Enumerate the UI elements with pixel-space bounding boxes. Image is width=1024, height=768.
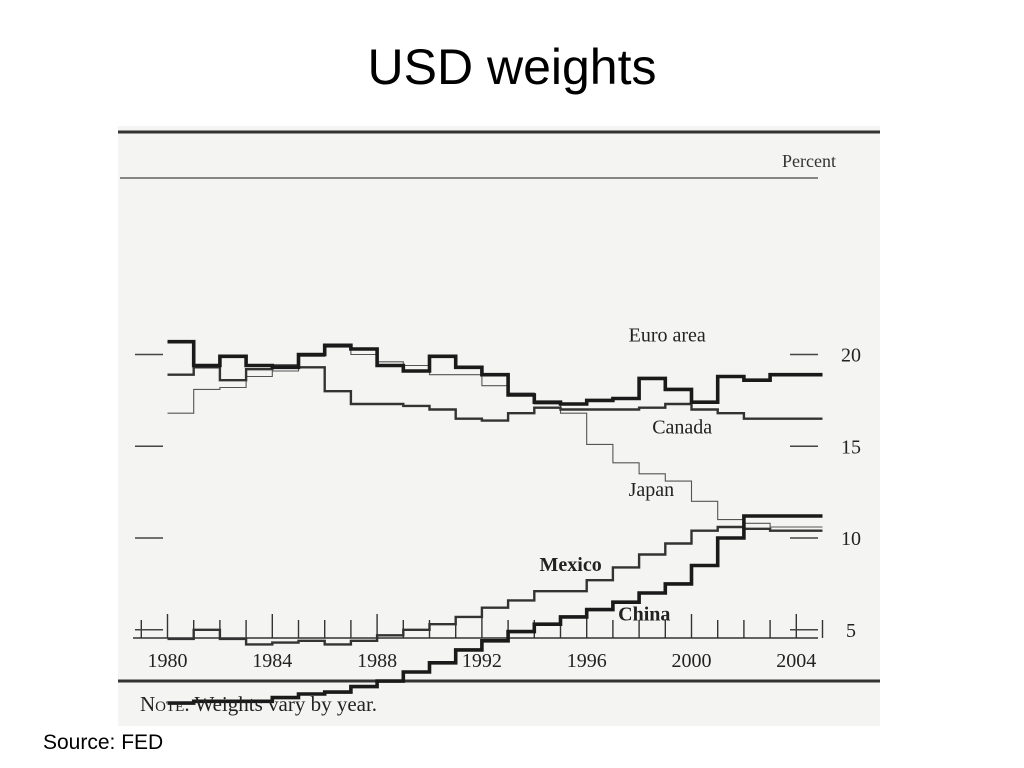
series-line-japan [167, 346, 823, 528]
series-label: Euro area [629, 325, 706, 347]
series-label: China [618, 604, 670, 626]
series-layer [167, 339, 823, 705]
series-label: Mexico [540, 554, 602, 576]
y-tick-label: 15 [841, 436, 861, 458]
x-tick-label: 1992 [462, 650, 502, 672]
source-caption: Source: FED [43, 731, 164, 754]
series-line-china [167, 514, 823, 705]
x-tick-label: 1984 [252, 650, 292, 672]
x-tick-label: 2000 [672, 650, 712, 672]
x-tick-label: 2004 [776, 650, 816, 672]
chart-figure: Percent 1980 1984 1988 1992 1996 2000 2004 5 10 1… [118, 126, 880, 726]
chart-svg: Percent 1980 1984 1988 1992 1996 2000 20045101… [118, 130, 880, 705]
slide-title: USD weights [367, 39, 657, 95]
series-label: Canada [652, 416, 712, 438]
x-tick-label: 1980 [148, 650, 188, 672]
y-tick-label: 20 [841, 345, 861, 367]
series-label: Japan [629, 479, 675, 501]
figure-note: Note. Weights vary by year. [140, 692, 377, 717]
y-tick-label: 10 [841, 528, 861, 550]
y-axis-unit-label: Percent [782, 151, 836, 171]
series-label-layer: Euro area Canada Japan Mexico China [540, 325, 713, 626]
y-tick-label: 5 [846, 620, 856, 642]
axis-layer: 1980 1984 1988 1992 1996 2000 2004 5 10 15 20 [133, 345, 861, 672]
series-line-euro-area [167, 339, 823, 406]
series-line-mexico [167, 525, 823, 646]
note-label: Note. [140, 692, 190, 716]
note-text: Weights vary by year. [194, 692, 378, 716]
x-tick-label: 1988 [357, 650, 397, 672]
x-tick-label: 1996 [567, 650, 607, 672]
